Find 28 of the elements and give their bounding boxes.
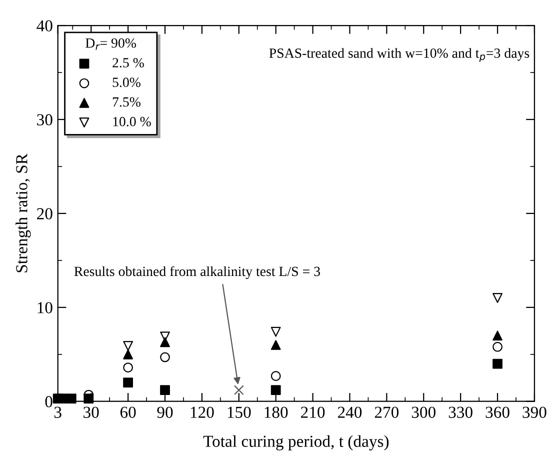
y-tick-label: 0: [45, 396, 52, 408]
x-tick-label: 300: [412, 406, 436, 418]
x-tick-label: 270: [374, 406, 399, 418]
legend-label: 10.0 %: [113, 116, 151, 126]
x-tick-label: 360: [486, 406, 510, 418]
legend-title: D$_{r}$= 90%: [86, 38, 136, 50]
x-tick-label: 330: [448, 406, 472, 418]
legend-label: 7.5%: [112, 97, 140, 107]
annotation: Results obtained from alkalinity test L/S = 3: [74, 266, 320, 279]
x-axis-title: Total curing period, t (days): [203, 435, 389, 450]
x-tick-label: 390: [522, 406, 546, 418]
x-tick-label: 150: [228, 406, 251, 418]
annotation: PSAS-treated sand with w=10% and t$_{p}$=3 days: [269, 48, 530, 62]
y-axis-title: Strength ratio, SR: [16, 154, 31, 272]
x-tick-label: 30: [84, 406, 99, 418]
legend-label: 2.5 %: [112, 58, 144, 68]
y-tick-label: 30: [37, 114, 52, 126]
x-tick-label: 60: [120, 406, 136, 418]
x-tick-label: 90: [157, 406, 173, 418]
x-tick-label: 210: [301, 406, 325, 418]
x-tick-label: 120: [190, 406, 214, 418]
legend-label: 5.0%: [112, 78, 140, 88]
x-tick-label: 180: [264, 406, 288, 418]
x-tick-label: 240: [338, 406, 362, 418]
y-tick-label: 20: [37, 208, 52, 220]
y-tick-label: 10: [38, 302, 52, 314]
y-tick-label: 40: [36, 20, 52, 32]
x-tick-label: 3: [54, 406, 62, 418]
